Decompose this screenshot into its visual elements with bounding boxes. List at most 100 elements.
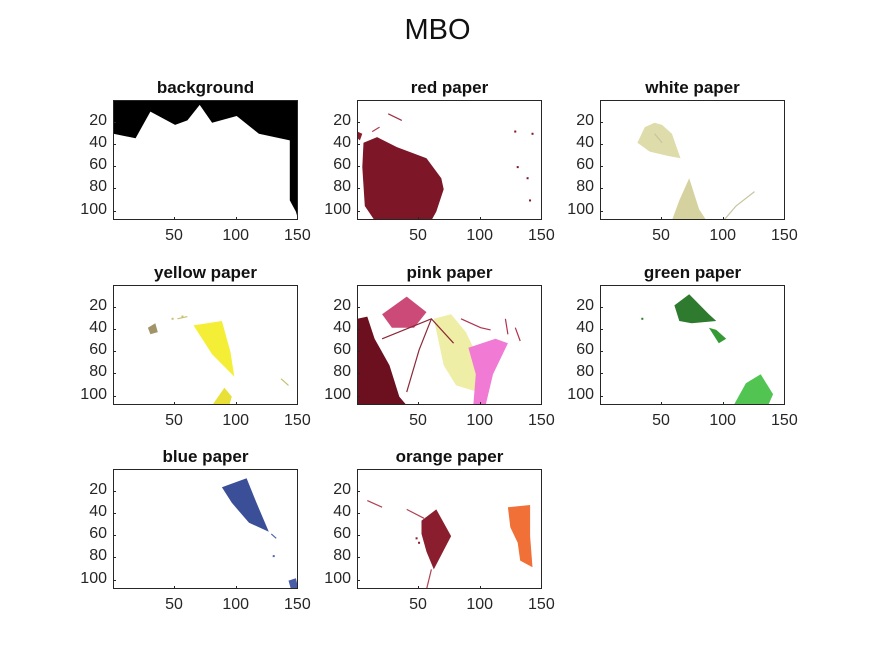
paper-region [507, 505, 533, 568]
y-tick-mark [600, 395, 603, 397]
y-tick-mark [113, 490, 116, 492]
y-tick-label: 80 [89, 547, 107, 565]
x-tick-mark [541, 586, 543, 589]
pixel-speck [181, 315, 184, 318]
paper-region [114, 104, 297, 219]
y-tick-label: 40 [576, 318, 594, 336]
y-tick-label: 20 [576, 296, 594, 314]
y-tick-label: 80 [333, 178, 351, 196]
y-tick-label: 60 [89, 525, 107, 543]
edge-fragment [177, 316, 188, 320]
paper-region [288, 578, 297, 588]
y-tick-mark [113, 210, 116, 212]
y-tick-label: 20 [333, 296, 351, 314]
y-tick-mark [357, 579, 360, 581]
subplot-yellow-paper: yellow paper 20 40 60 80 100 50 100 150 [80, 263, 310, 429]
x-tick-label: 150 [284, 412, 311, 429]
edge-fragment [371, 126, 380, 133]
x-tick-mark [235, 402, 237, 405]
y-tick-label: 100 [80, 200, 107, 218]
edge-fragment [504, 318, 509, 335]
y-tick-label: 80 [89, 178, 107, 196]
y-tick-mark [113, 121, 116, 123]
paper-region [708, 327, 727, 344]
y-tick-label: 20 [89, 480, 107, 498]
paper-region [468, 338, 508, 404]
paper-region [213, 387, 232, 404]
y-tick-mark [357, 121, 360, 123]
paper-region [358, 131, 363, 141]
x-tick-mark [784, 402, 786, 405]
edge-fragment [381, 318, 455, 344]
x-tick-label: 150 [771, 227, 798, 244]
pixel-speck [171, 317, 174, 320]
subplot-title: red paper [410, 78, 489, 97]
x-tick-label: 150 [528, 596, 555, 613]
segmentation-image [358, 470, 541, 588]
image-axes [113, 100, 298, 220]
y-tick-label: 40 [333, 133, 351, 151]
image-axes [357, 469, 542, 589]
y-tick-mark [113, 188, 116, 190]
y-tick-mark [600, 210, 603, 212]
edge-fragment [724, 191, 755, 219]
subplot-white-paper: white paper 20 40 60 80 100 50 100 150 [567, 78, 797, 244]
image-axes [357, 100, 542, 220]
y-tick-label: 80 [576, 178, 594, 196]
segmentation-image [358, 286, 541, 404]
y-tick-label: 100 [567, 385, 594, 403]
y-tick-mark [357, 328, 360, 330]
y-tick-label: 20 [89, 296, 107, 314]
subplot-title: green paper [643, 263, 742, 282]
edge-fragment [387, 113, 403, 121]
paper-region [637, 122, 681, 159]
y-tick-label: 100 [80, 569, 107, 587]
y-tick-mark [113, 557, 116, 559]
y-tick-label: 100 [324, 200, 351, 218]
x-tick-mark [541, 217, 543, 220]
subplot-title: pink paper [406, 263, 493, 282]
x-tick-mark [297, 217, 299, 220]
x-tick-mark [784, 217, 786, 220]
pixel-speck [516, 166, 519, 169]
y-tick-label: 80 [333, 363, 351, 381]
y-tick-mark [113, 395, 116, 397]
paper-region [734, 374, 774, 404]
segmentation-image [114, 101, 297, 219]
y-tick-label: 100 [324, 569, 351, 587]
y-tick-mark [113, 351, 116, 353]
y-tick-mark [600, 166, 603, 168]
paper-region [193, 321, 235, 377]
x-tick-mark [174, 586, 176, 589]
x-tick-label: 50 [652, 412, 670, 429]
x-tick-label: 100 [222, 412, 250, 429]
image-axes [600, 100, 785, 220]
subplot-pink-paper: pink paper 20 40 60 80 100 50 100 150 [324, 263, 554, 429]
segmentation-image [601, 286, 784, 404]
image-axes [600, 285, 785, 405]
y-tick-mark [113, 306, 116, 308]
edge-fragment [654, 133, 663, 144]
x-tick-mark [661, 217, 663, 220]
subplot-title: background [156, 78, 255, 97]
y-tick-mark [357, 395, 360, 397]
subplot-green-paper: green paper 20 40 60 80 100 50 100 150 [567, 263, 797, 429]
edge-fragment [280, 378, 289, 386]
x-tick-mark [235, 586, 237, 589]
y-tick-label: 60 [576, 341, 594, 359]
y-tick-label: 80 [576, 363, 594, 381]
y-tick-mark [113, 143, 116, 145]
x-tick-label: 100 [466, 227, 494, 244]
y-tick-mark [113, 535, 116, 537]
subplot-title: blue paper [162, 447, 249, 466]
segmentation-image [114, 470, 297, 588]
y-tick-label: 20 [333, 480, 351, 498]
pixel-speck [526, 177, 529, 180]
edge-fragment [406, 508, 425, 519]
x-tick-mark [479, 402, 481, 405]
x-tick-mark [722, 217, 724, 220]
paper-region [362, 137, 444, 219]
y-tick-label: 40 [89, 133, 107, 151]
x-tick-label: 50 [165, 596, 183, 613]
y-tick-mark [600, 121, 603, 123]
